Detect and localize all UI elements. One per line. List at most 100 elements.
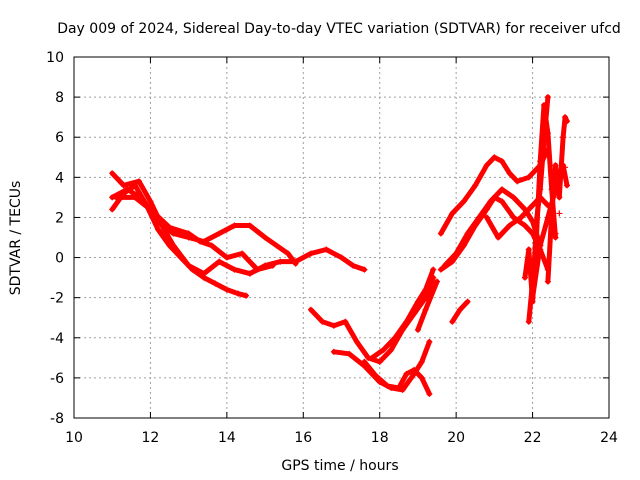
data-point [120, 182, 127, 189]
data-point [411, 310, 418, 317]
data-point [449, 210, 456, 217]
data-point [139, 196, 146, 203]
data-point [330, 322, 337, 329]
data-point [353, 338, 360, 345]
data-point [246, 222, 253, 229]
y-tick-label: -6 [50, 371, 64, 387]
data-point [491, 194, 498, 201]
data-point [460, 242, 467, 249]
data-point [158, 222, 165, 229]
data-point [521, 222, 528, 229]
data-point [239, 250, 246, 257]
data-point [223, 254, 230, 261]
x-tick-label: 16 [294, 430, 312, 446]
data-point [388, 384, 395, 391]
data-point [495, 234, 502, 241]
x-tick-label: 20 [447, 430, 465, 446]
y-tick-label: 6 [55, 130, 64, 146]
y-tick-label: 8 [55, 90, 64, 106]
data-point [178, 254, 184, 261]
data-point [242, 292, 249, 299]
series-track-e [308, 275, 436, 365]
data-point [518, 214, 525, 221]
data-point [273, 242, 280, 249]
data-point [533, 234, 540, 241]
data-point [437, 230, 444, 237]
series-track-d [113, 194, 276, 273]
data-point [476, 214, 483, 221]
y-tick-label: 2 [55, 210, 64, 226]
data-point [449, 318, 456, 325]
data-point [426, 338, 433, 345]
data-point [560, 134, 567, 141]
data-point [109, 206, 116, 213]
x-tick-label: 24 [600, 430, 618, 446]
data-point [166, 224, 173, 231]
data-point [403, 370, 410, 377]
y-tick-label: 0 [55, 251, 64, 267]
data-point [544, 266, 551, 273]
data-point [155, 218, 162, 225]
data-point [483, 214, 490, 221]
y-tick-label: 10 [46, 50, 64, 66]
data-point [216, 258, 223, 265]
plot-frame [73, 56, 610, 419]
data-point [506, 222, 513, 229]
data-point [556, 194, 563, 201]
data-point [384, 382, 391, 389]
data-point [269, 262, 276, 269]
data-point [361, 266, 368, 273]
data-point [453, 250, 460, 257]
data-point [155, 226, 162, 233]
data-point [487, 198, 494, 205]
data-point [120, 190, 127, 197]
y-tick-label: -2 [50, 291, 64, 307]
data-point [170, 230, 177, 237]
data-point [472, 182, 479, 189]
data-point [403, 318, 410, 325]
data-point [235, 290, 242, 297]
data-point [529, 294, 536, 301]
data-point [346, 350, 353, 357]
data-point [208, 242, 215, 249]
x-tick-label: 18 [371, 430, 389, 446]
data-point [223, 286, 230, 293]
data-point [514, 178, 521, 185]
data-point [537, 242, 544, 249]
data-point [147, 198, 154, 205]
data-point [349, 262, 356, 269]
data-point [185, 230, 192, 237]
data-point [246, 270, 253, 277]
data-point [418, 374, 425, 381]
data-point [562, 114, 569, 121]
x-axis-label: GPS time / hours [281, 458, 398, 474]
data-point [544, 278, 551, 285]
data-point [212, 280, 219, 287]
data-point [434, 278, 441, 285]
data-point [109, 170, 116, 177]
data-point [464, 298, 471, 305]
y-tick-label: 4 [55, 170, 64, 186]
data-point [548, 210, 555, 217]
data-point [521, 206, 528, 213]
data-point [441, 262, 448, 269]
data-point [399, 326, 406, 333]
data-point [449, 258, 456, 265]
data-point [506, 170, 513, 177]
data-point [529, 230, 536, 237]
data-point [124, 186, 131, 193]
data-point [510, 194, 517, 201]
data-point [483, 162, 490, 169]
y-tick-label: -4 [50, 331, 64, 347]
data-point [376, 358, 383, 365]
data-point [426, 390, 433, 397]
data-point [277, 258, 284, 265]
data-point [307, 306, 314, 313]
x-tick-label: 12 [142, 430, 160, 446]
y-tick-label: -8 [50, 411, 64, 427]
data-point [544, 146, 551, 153]
x-tick-label: 10 [65, 430, 83, 446]
data-point [510, 214, 517, 221]
data-point [430, 274, 437, 281]
